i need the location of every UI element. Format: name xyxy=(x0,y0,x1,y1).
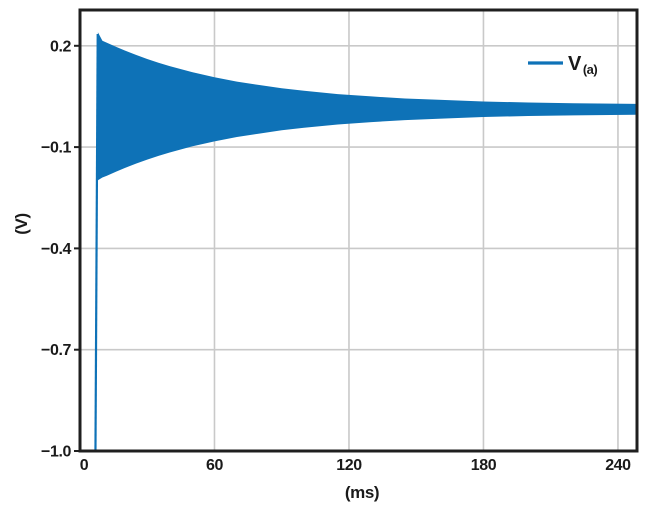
trace-layer xyxy=(94,32,637,452)
x-tick-label: 240 xyxy=(605,457,631,474)
x-tick-label: 180 xyxy=(471,457,497,474)
plot-border xyxy=(78,8,639,453)
x-tick-label: 0 xyxy=(80,457,89,474)
legend: V (a) xyxy=(528,53,598,77)
y-axis-label: (V) xyxy=(12,213,31,234)
startup-spike-trace xyxy=(94,33,99,452)
x-axis-label: (ms) xyxy=(345,483,379,502)
y-tick-label: 0.2 xyxy=(50,38,72,55)
y-tick-label: −0.4 xyxy=(41,241,71,258)
y-tick-label: −0.1 xyxy=(41,140,71,157)
y-tick-label: −0.7 xyxy=(41,342,71,359)
x-tick-label: 60 xyxy=(206,457,223,474)
y-tick-label: −1.0 xyxy=(41,444,71,461)
legend-label-main: V xyxy=(568,53,582,75)
legend-label-subscript: (a) xyxy=(583,62,598,77)
tick-layer xyxy=(74,44,80,452)
x-tick-label: 120 xyxy=(336,457,362,474)
legend-label: V (a) xyxy=(568,53,597,77)
waveform-envelope xyxy=(97,32,637,181)
tick-label-layer: 0.2 −0.1 −0.4 −0.7 −1.0 0 60 120 180 240 xyxy=(41,38,632,474)
